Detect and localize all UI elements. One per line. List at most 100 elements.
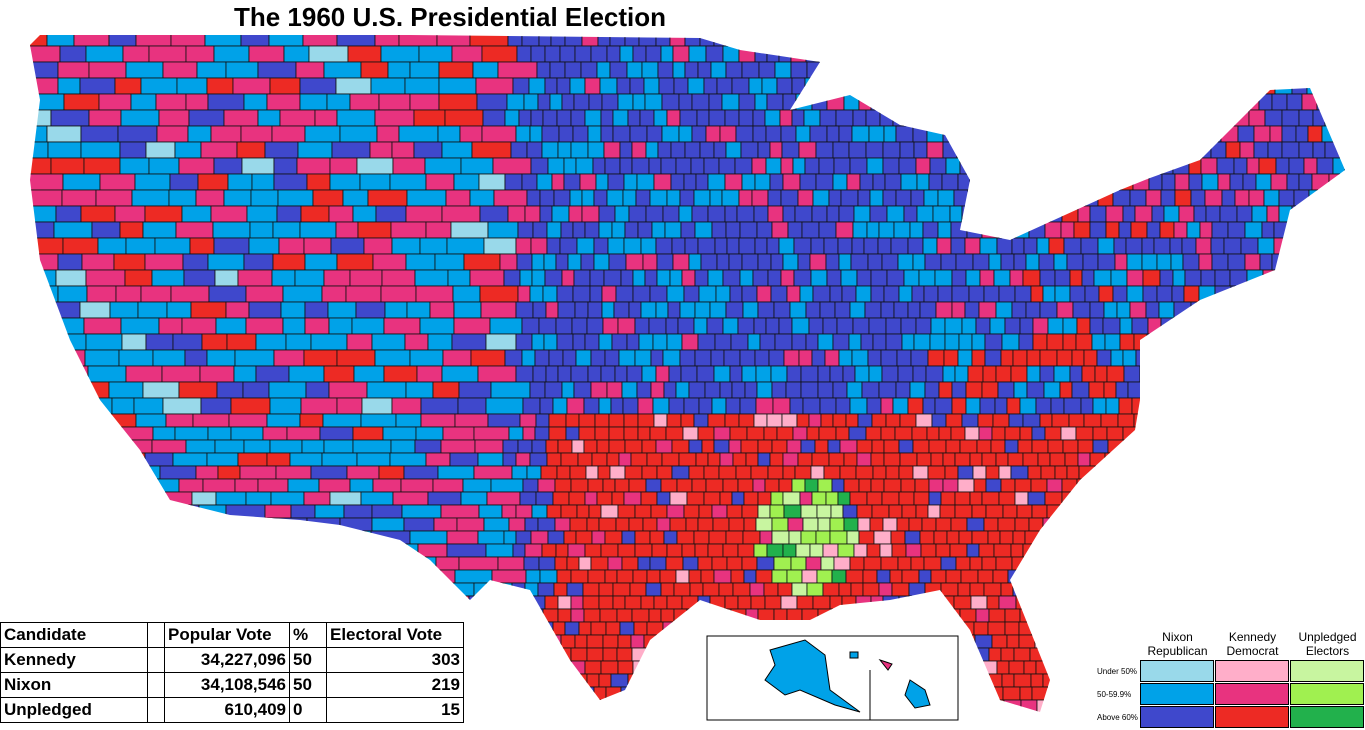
- county: [710, 61, 727, 79]
- county: [869, 189, 884, 207]
- county: [62, 173, 101, 191]
- county: [1031, 439, 1049, 454]
- table-row: Unpledged 610,409 0 15: [0, 697, 464, 723]
- county: [716, 77, 733, 95]
- county: [893, 301, 909, 319]
- county: [1157, 141, 1171, 159]
- county: [1022, 413, 1041, 428]
- county: [870, 452, 885, 467]
- county: [817, 478, 833, 493]
- county: [425, 221, 452, 239]
- county: [516, 253, 533, 271]
- county: [107, 582, 132, 597]
- county: [742, 301, 759, 319]
- county: [678, 452, 697, 467]
- county: [1079, 543, 1098, 558]
- county: [110, 517, 143, 532]
- county: [1240, 413, 1254, 428]
- county: [907, 397, 924, 415]
- county: [531, 439, 547, 454]
- county: [1112, 189, 1131, 207]
- county: [1087, 530, 1103, 545]
- county: [738, 413, 755, 428]
- county: [726, 237, 740, 255]
- county: [1271, 93, 1288, 111]
- county: [666, 333, 683, 351]
- county: [85, 45, 124, 63]
- county: [1220, 125, 1239, 143]
- county: [1046, 634, 1061, 649]
- county: [710, 349, 725, 367]
- county: [621, 530, 636, 545]
- county: [922, 237, 938, 255]
- county: [30, 45, 61, 63]
- county: [255, 365, 290, 383]
- county: [1117, 45, 1134, 63]
- county: [1310, 253, 1327, 271]
- county: [1261, 491, 1277, 506]
- county: [371, 517, 405, 532]
- county: [273, 157, 298, 175]
- county: [595, 173, 609, 191]
- county: [1215, 530, 1229, 545]
- hawaii: [904, 679, 931, 709]
- county: [769, 452, 784, 467]
- county: [192, 543, 220, 558]
- table-cell: %: [289, 622, 327, 648]
- county: [1056, 647, 1070, 662]
- county: [931, 413, 947, 428]
- county: [1105, 77, 1124, 95]
- county: [1092, 439, 1109, 454]
- county: [1278, 543, 1295, 558]
- county: [1319, 504, 1337, 519]
- county: [30, 125, 48, 143]
- county: [908, 517, 923, 532]
- county: [684, 61, 699, 79]
- county: [1037, 452, 1051, 467]
- county: [606, 381, 623, 399]
- county: [628, 205, 647, 223]
- county: [1125, 530, 1143, 545]
- county: [697, 333, 716, 351]
- county: [1047, 608, 1063, 623]
- county: [1328, 301, 1344, 319]
- county: [682, 556, 699, 571]
- county: [1044, 205, 1063, 223]
- county: [570, 595, 584, 610]
- county: [958, 333, 973, 351]
- county: [1019, 426, 1033, 441]
- county: [314, 530, 338, 545]
- county: [675, 569, 690, 584]
- county: [771, 439, 788, 454]
- county: [1056, 93, 1072, 111]
- county: [1126, 253, 1143, 271]
- county: [892, 109, 906, 127]
- county: [299, 93, 328, 111]
- county: [1109, 517, 1126, 532]
- county: [434, 253, 465, 271]
- county: [675, 381, 690, 399]
- county: [606, 452, 620, 467]
- county: [988, 647, 1002, 662]
- county: [927, 504, 941, 519]
- county: [515, 125, 531, 143]
- county: [601, 301, 615, 319]
- county: [633, 621, 648, 636]
- county: [922, 221, 939, 239]
- county: [143, 504, 174, 519]
- county: [1301, 556, 1320, 571]
- county: [689, 634, 706, 649]
- county: [624, 465, 643, 480]
- county: [262, 426, 288, 441]
- county: [708, 93, 723, 111]
- county: [1013, 647, 1031, 662]
- county: [1191, 556, 1206, 571]
- county: [885, 317, 902, 335]
- county: [1092, 397, 1107, 415]
- county: [1071, 61, 1089, 79]
- county: [1000, 93, 1017, 111]
- county: [871, 504, 890, 519]
- county: [1282, 45, 1300, 63]
- county: [392, 491, 429, 506]
- county: [1320, 465, 1339, 480]
